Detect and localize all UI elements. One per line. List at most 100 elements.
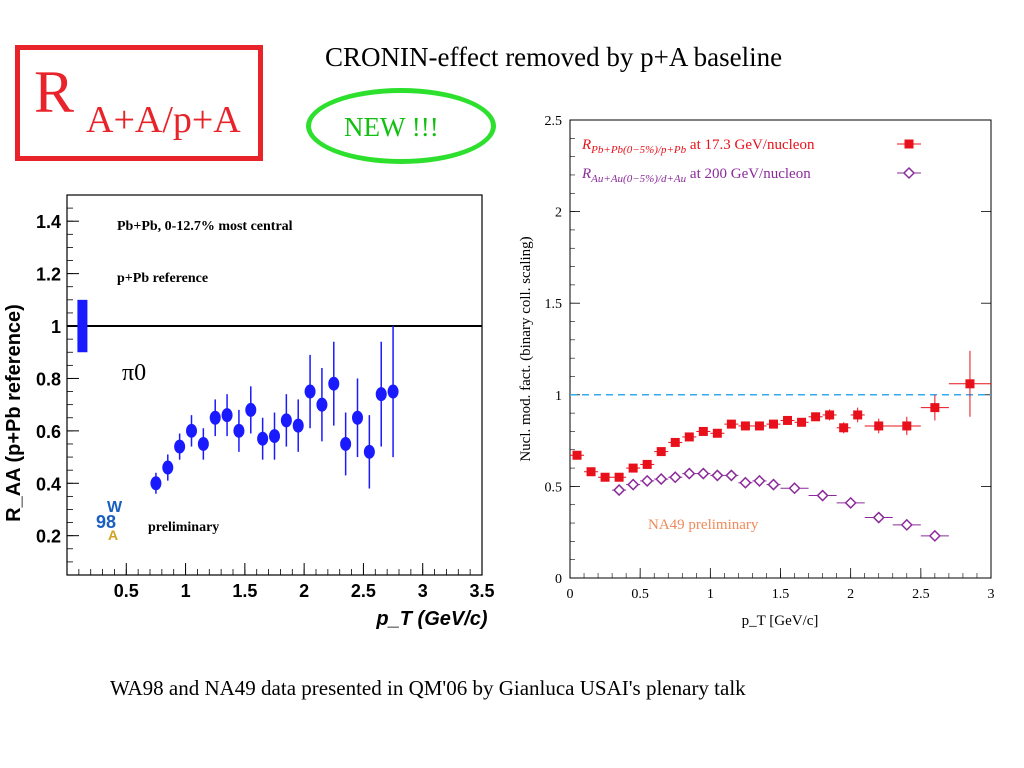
right-plot-frame [569,119,992,579]
left-normalization-box [77,299,88,353]
right-y-tick-label: 1 [555,389,562,404]
right-data-point-pb [902,421,912,431]
left-data-point [209,410,221,425]
left-x-tick-label: 2 [299,581,309,601]
left-data-point [150,476,162,491]
right-data-point-pb [754,421,764,431]
left-x-tick-label: 0.5 [114,581,139,601]
right-y-tick-label: 1.5 [545,297,563,312]
wa98-logo: W 98 A [96,499,123,543]
left-data-point [363,444,375,459]
right-data-point-pb [684,432,694,442]
left-data-point [257,431,269,446]
right-x-tick-label: 3 [988,587,995,602]
right-data-point-pb [930,403,940,413]
legend-marker-au [902,166,916,180]
right-data-point-au [844,496,857,509]
right-data-point-au [669,471,682,484]
right-data-point-pb [656,447,666,457]
right-chart: 0 0.5 1 1.5 2 2.5 3 0 0.5 1 1.5 2 2.5 RPb+Pb(0−5%)/p… [518,114,995,629]
left-x-tick-label: 3.5 [469,581,494,601]
right-data-point-pb [839,423,849,433]
title-box: R A+A/p+A [15,45,263,161]
left-data-point [245,402,257,417]
left-data-point [221,408,233,423]
right-data-point-pb [698,426,708,436]
right-data-point-pb [572,450,582,460]
right-data-point-pb [628,463,638,473]
right-data-point-au [900,518,913,531]
legend-entry-label: RAu+Au(0−5%)/d+Au at 200 GeV/nucleon [581,166,811,185]
right-data-point-pb [614,472,624,482]
left-data-point [340,436,352,451]
right-x-tick-label: 0 [567,587,574,602]
left-x-axis-label: p_T (GeV/c) [375,608,487,630]
left-data-point [304,384,316,399]
new-badge-ellipse [306,88,496,164]
left-annotation-pi0: π0 [122,360,146,386]
wa98-logo-a: A [108,527,118,543]
right-y-tick-label: 0 [555,572,562,587]
wa98-logo-w: W [107,499,123,516]
right-x-tick-label: 2.5 [912,587,930,602]
right-x-tick-label: 2 [847,587,854,602]
left-chart: 0.5 1 1.5 2 2.5 3 3.5 0.2 0.4 0.6 0.8 1 1.2 1.4 Pb+Pb… [3,194,495,630]
left-data-point [352,410,363,425]
left-y-tick-label: 1.4 [36,212,61,232]
right-data-point-au [711,469,724,482]
left-y-tick-label: 0.4 [36,474,61,494]
left-y-tick-label: 1.2 [36,265,61,285]
left-annotation-reference: p+Pb reference [117,271,208,286]
right-y-tick-label: 2 [555,206,562,221]
right-data-point-pb [797,417,807,427]
right-data-point-pb [726,419,736,429]
left-data-point [328,376,340,391]
left-data-point [387,384,399,399]
left-x-tick-label: 1 [181,581,191,601]
right-data-point-pb [811,412,821,422]
left-data-point [269,429,280,444]
headline: CRONIN-effect removed by p+A baseline [325,42,783,72]
right-data-point-au [872,511,885,524]
right-data-point-au [683,467,696,480]
right-x-axis-label: p_T [GeV/c] [742,613,819,629]
left-data-point [186,423,197,438]
right-data-point-au [725,469,738,482]
caption: WA98 and NA49 data presented in QM'06 by… [110,676,746,700]
right-y-axis-label: Nucl. mod. fact. (binary coll. scaling) [518,236,534,461]
right-annotation-preliminary: NA49 preliminary [648,517,759,533]
right-x-tick-label: 0.5 [631,587,649,602]
left-y-tick-label: 0.6 [36,422,61,442]
left-x-tick-label: 2.5 [351,581,376,601]
left-annotation-collision: Pb+Pb, 0-12.7% most central [117,219,293,234]
left-x-tick-label: 3 [418,581,428,601]
legend-entry-label: RPb+Pb(0−5%)/p+Pb at 17.3 GeV/nucleon [581,137,815,156]
left-data-point [292,418,304,433]
left-y-tick-label: 0.8 [36,369,61,389]
right-data-point-pb [853,410,863,420]
left-data-point [174,439,186,454]
left-data-point [233,423,245,438]
right-data-point-pb [642,459,652,469]
right-data-point-pb [600,472,610,482]
right-x-tick-label: 1.5 [772,587,790,602]
right-y-tick-label: 0.5 [545,480,563,495]
left-data-point [280,413,292,428]
right-data-point-au [788,482,801,495]
right-data-point-au [928,529,941,542]
left-y-axis-label: R_AA (p+Pb reference) [3,304,25,522]
wa98-logo-98: 98 [96,512,116,532]
left-y-tick-label: 0.2 [36,527,61,547]
right-data-point-au [613,484,626,497]
right-data-point-au [697,467,710,480]
right-x-tick-label: 1 [707,587,714,602]
title-main: R [34,59,75,125]
left-data-point [375,387,387,402]
left-data-point [197,436,209,451]
right-data-point-au [739,476,752,489]
right-data-point-pb [783,415,793,425]
right-y-tick-label: 2.5 [545,114,563,129]
legend-marker-pb [904,139,914,149]
left-x-tick-label: 1.5 [232,581,257,601]
right-data-point-pb [874,421,884,431]
